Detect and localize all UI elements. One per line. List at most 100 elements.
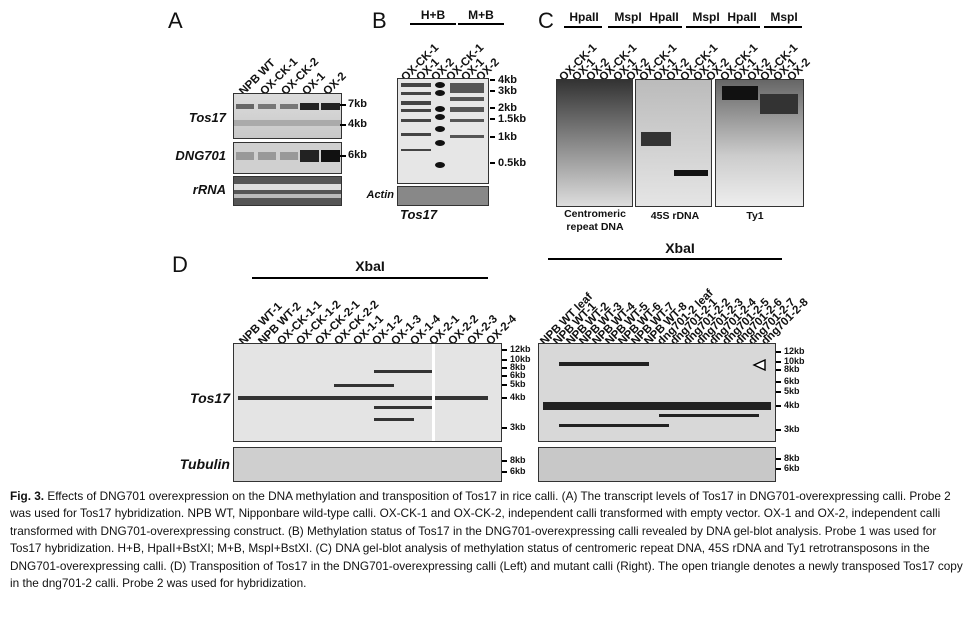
marker-tick xyxy=(502,367,507,369)
size-marker: 10kb xyxy=(784,356,805,366)
size-marker: 8kb xyxy=(510,362,526,372)
marker-tick xyxy=(340,155,346,157)
panel-a-rrna-gel xyxy=(233,176,342,206)
marker-tick xyxy=(502,397,507,399)
panel-d-label: D xyxy=(172,252,188,277)
enzyme-underline xyxy=(764,26,802,28)
marker-tick xyxy=(776,361,781,363)
panel-c-caption-ty1: Ty1 xyxy=(746,210,764,222)
marker-tick xyxy=(490,136,495,138)
group-underline xyxy=(410,23,456,25)
marker-tick xyxy=(776,429,781,431)
size-marker: 4kb xyxy=(510,392,526,402)
panel-b-tos17-blot xyxy=(397,78,489,184)
size-marker: 4kb xyxy=(784,400,800,410)
caption-figure-number: Fig. 3. xyxy=(10,489,45,503)
panel-d-left-tubulin-blot xyxy=(233,447,502,482)
size-marker: 10kb xyxy=(510,354,531,364)
size-marker: 8kb xyxy=(510,455,526,465)
size-marker: 0.5kb xyxy=(498,157,527,169)
panel-d-right-header: XbaI xyxy=(665,240,695,256)
panel-d-right-tubulin-blot xyxy=(538,447,776,482)
header-underline xyxy=(252,277,488,279)
size-marker: 3kb xyxy=(510,422,526,432)
marker-tick xyxy=(340,124,346,126)
marker-tick xyxy=(776,458,781,460)
panel-b-group-hb: H+B xyxy=(420,8,446,22)
panel-c-centromeric-blot xyxy=(556,79,633,207)
marker-tick xyxy=(502,349,507,351)
marker-tick xyxy=(776,391,781,393)
panel-c-rdna-blot xyxy=(635,79,712,207)
marker-tick xyxy=(490,162,495,164)
size-marker: 6kb xyxy=(510,370,526,380)
enzyme-underline xyxy=(722,26,760,28)
tos17-bands xyxy=(234,103,341,126)
size-marker: 8kb xyxy=(784,453,800,463)
enzyme-header: MspI xyxy=(692,10,720,24)
enzyme-underline xyxy=(644,26,682,28)
marker-tick xyxy=(502,460,507,462)
enzyme-header: MspI xyxy=(614,10,642,24)
marker-tick xyxy=(502,359,507,361)
panel-c-caption-centromeric: Centromeric repeat DNA xyxy=(564,208,626,233)
panel-b-group-mb: M+B xyxy=(468,8,494,22)
size-marker: 2kb xyxy=(498,102,517,114)
marker-tick xyxy=(490,79,495,81)
panel-c-caption-rdna: 45S rDNA xyxy=(650,210,700,222)
panel-b-actin-blot xyxy=(397,186,489,206)
size-marker: 6kb xyxy=(784,376,800,386)
size-marker: 6kb xyxy=(784,463,800,473)
open-triangle-icon xyxy=(752,359,766,371)
size-marker: 1.5kb xyxy=(498,113,527,125)
marker-tick xyxy=(340,104,346,106)
panel-a-label: A xyxy=(168,8,183,33)
panel-c-ty1-blot xyxy=(715,79,804,207)
enzyme-header: MspI xyxy=(770,10,798,24)
size-marker: 3kb xyxy=(498,85,517,97)
size-marker: 3kb xyxy=(784,424,800,434)
marker-tick xyxy=(502,471,507,473)
panel-b-actin-label: Actin xyxy=(366,189,395,201)
panel-d-left-tos17-blot xyxy=(233,343,502,442)
marker-tick xyxy=(776,369,781,371)
header-underline xyxy=(548,258,782,260)
marker-tick xyxy=(776,405,781,407)
group-underline xyxy=(458,23,504,25)
marker-tick xyxy=(776,381,781,383)
enzyme-header: HpaII xyxy=(649,10,679,24)
panel-b-label: B xyxy=(372,8,387,33)
size-marker: 8kb xyxy=(784,364,800,374)
panel-a-marker-4kb: 4kb xyxy=(348,118,367,130)
panel-a-marker-6kb: 6kb xyxy=(348,149,367,161)
marker-tick xyxy=(490,90,495,92)
figure-caption: Fig. 3. Effects of DNG701 overexpression… xyxy=(10,488,966,592)
panel-a-row-dng701: DNG701 xyxy=(175,148,226,163)
size-marker: 12kb xyxy=(510,344,531,354)
enzyme-underline xyxy=(686,26,724,28)
marker-tick xyxy=(490,118,495,120)
size-marker: 5kb xyxy=(784,386,800,396)
panel-a-tos17-blot xyxy=(233,93,342,139)
panel-a-dng701-blot xyxy=(233,142,342,174)
size-marker: 12kb xyxy=(784,346,805,356)
panel-d-row-tos17: Tos17 xyxy=(190,390,230,406)
size-marker: 5kb xyxy=(510,379,526,389)
enzyme-header: HpaII xyxy=(569,10,599,24)
enzyme-header: HpaII xyxy=(727,10,757,24)
marker-tick xyxy=(502,375,507,377)
panel-c-label: C xyxy=(538,8,554,33)
panel-d-row-tubulin: Tubulin xyxy=(179,456,230,472)
enzyme-underline xyxy=(564,26,602,28)
panel-a-marker-7kb: 7kb xyxy=(348,98,367,110)
marker-tick xyxy=(776,351,781,353)
caption-text: Effects of DNG701 overexpression on the … xyxy=(10,489,963,591)
size-marker: 1kb xyxy=(498,131,517,143)
size-marker: 4kb xyxy=(498,74,517,86)
marker-tick xyxy=(490,107,495,109)
size-marker: 6kb xyxy=(510,466,526,476)
panel-b-probe-label: Tos17 xyxy=(400,207,438,222)
marker-tick xyxy=(776,468,781,470)
panel-a-row-rrna: rRNA xyxy=(192,182,226,197)
panel-d-left-header: XbaI xyxy=(355,258,385,274)
